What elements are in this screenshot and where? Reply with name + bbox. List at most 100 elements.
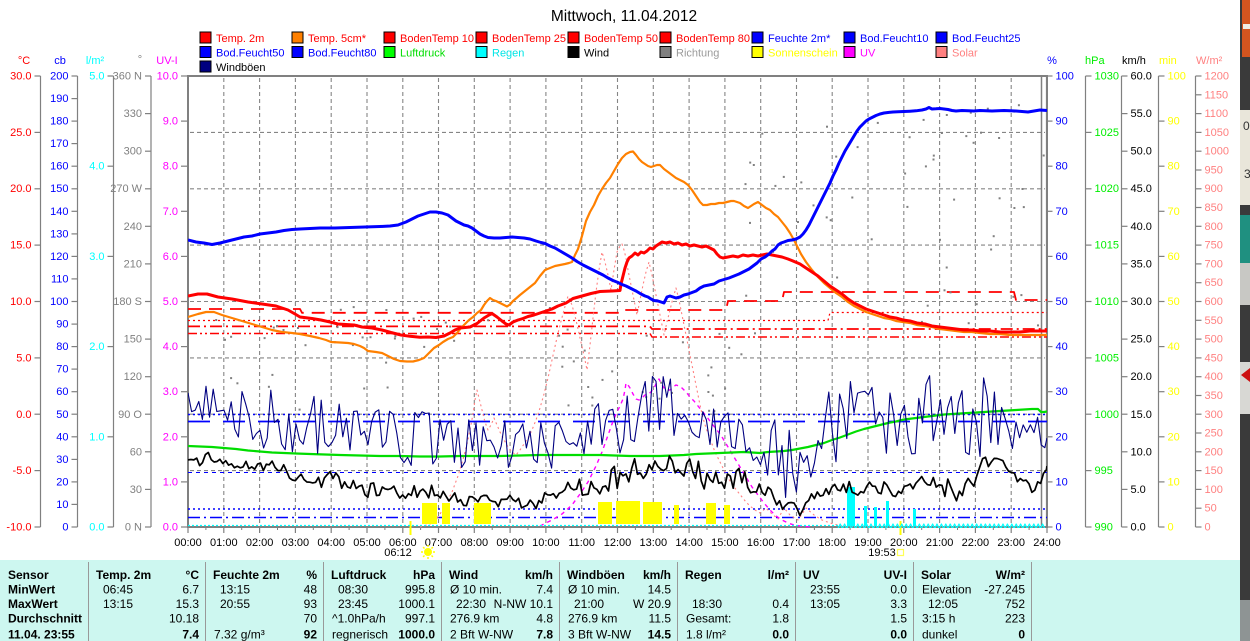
- svg-text:06:45: 06:45: [103, 583, 133, 597]
- svg-text:Regen: Regen: [492, 48, 524, 60]
- svg-text:l/m²: l/m²: [86, 55, 105, 67]
- svg-text:Durchschnitt: Durchschnitt: [8, 612, 82, 626]
- svg-text:60.0: 60.0: [1131, 71, 1152, 83]
- svg-text:Wind: Wind: [449, 568, 478, 582]
- svg-text:995: 995: [1095, 465, 1113, 477]
- svg-text:300: 300: [124, 146, 142, 158]
- svg-text:150: 150: [1205, 465, 1223, 477]
- svg-text:Windböen: Windböen: [216, 62, 266, 74]
- svg-text:10: 10: [56, 499, 68, 511]
- svg-text:23:00: 23:00: [997, 537, 1025, 549]
- svg-text:W/m²: W/m²: [996, 568, 1025, 582]
- svg-text:1000: 1000: [1205, 146, 1229, 158]
- svg-text:5.0: 5.0: [16, 352, 31, 364]
- svg-text:50: 50: [1205, 503, 1217, 515]
- svg-text:0: 0: [1056, 522, 1062, 534]
- svg-text:30: 30: [1168, 386, 1180, 398]
- svg-text:11.04. 23:55: 11.04. 23:55: [8, 628, 75, 641]
- svg-text:50.0: 50.0: [1131, 146, 1152, 158]
- svg-text:240: 240: [124, 221, 142, 233]
- svg-text:3.0: 3.0: [163, 386, 178, 398]
- svg-text:5.0: 5.0: [163, 296, 178, 308]
- svg-text:200: 200: [50, 71, 68, 83]
- svg-text:752: 752: [1005, 597, 1025, 611]
- svg-text:11:00: 11:00: [568, 537, 595, 549]
- svg-text:°C: °C: [186, 568, 200, 582]
- svg-text:BodenTemp 50: BodenTemp 50: [584, 33, 658, 45]
- svg-text:13:15: 13:15: [103, 597, 133, 611]
- svg-text:Solar: Solar: [952, 48, 978, 60]
- svg-text:W 20.9: W 20.9: [633, 597, 671, 611]
- svg-text:90: 90: [56, 319, 68, 331]
- svg-text:20:00: 20:00: [890, 537, 918, 549]
- svg-text:0: 0: [1243, 119, 1250, 133]
- svg-text:2.0: 2.0: [89, 341, 104, 353]
- svg-text:80: 80: [1056, 161, 1068, 173]
- svg-text:250: 250: [1205, 428, 1223, 440]
- svg-text:10.0: 10.0: [1131, 446, 1152, 458]
- svg-text:40: 40: [56, 431, 68, 443]
- svg-text:1025: 1025: [1095, 127, 1119, 139]
- svg-text:Temp. 2m: Temp. 2m: [96, 568, 151, 582]
- svg-text:13:05: 13:05: [810, 597, 840, 611]
- svg-text:18:30: 18:30: [692, 597, 722, 611]
- svg-text:600: 600: [1205, 296, 1223, 308]
- svg-text:Sensor: Sensor: [8, 568, 49, 582]
- svg-text:UV-I: UV-I: [156, 55, 177, 67]
- svg-text:170: 170: [50, 138, 68, 150]
- svg-text:100: 100: [1205, 484, 1223, 496]
- svg-text:min: min: [1159, 55, 1177, 67]
- svg-text:10:00: 10:00: [532, 537, 560, 549]
- svg-text:19:00: 19:00: [854, 537, 882, 549]
- svg-text:190: 190: [50, 93, 68, 105]
- svg-text:Luftdruck: Luftdruck: [400, 48, 446, 60]
- svg-text:35.0: 35.0: [1131, 258, 1152, 270]
- svg-text:15:00: 15:00: [711, 537, 739, 549]
- svg-text:70: 70: [56, 364, 68, 376]
- svg-text:1100: 1100: [1205, 108, 1229, 120]
- svg-text:18:00: 18:00: [818, 537, 846, 549]
- svg-text:03:00: 03:00: [282, 537, 310, 549]
- svg-text:4.0: 4.0: [89, 161, 104, 173]
- svg-text:06:00: 06:00: [389, 537, 417, 549]
- svg-text:Ø 10 min.: Ø 10 min.: [450, 583, 502, 597]
- svg-text:950: 950: [1205, 165, 1223, 177]
- svg-text:Regen: Regen: [685, 568, 722, 582]
- svg-text:14.5: 14.5: [648, 628, 672, 641]
- svg-text:MaxWert: MaxWert: [8, 597, 58, 611]
- svg-text:Windböen: Windböen: [567, 568, 625, 582]
- svg-text:BodenTemp 25: BodenTemp 25: [492, 33, 566, 45]
- svg-text:Bod.Feucht25: Bod.Feucht25: [952, 33, 1021, 45]
- svg-text:12:05: 12:05: [928, 597, 958, 611]
- svg-text:BodenTemp 80: BodenTemp 80: [676, 33, 750, 45]
- svg-text:7.32 g/m³: 7.32 g/m³: [214, 628, 265, 641]
- svg-text:360 N: 360 N: [113, 71, 142, 83]
- svg-text:23:45: 23:45: [338, 597, 368, 611]
- svg-text:850: 850: [1205, 202, 1223, 214]
- svg-text:30.0: 30.0: [1131, 296, 1152, 308]
- svg-text:997.1: 997.1: [405, 612, 435, 626]
- svg-text:1.0: 1.0: [163, 476, 178, 488]
- svg-text:1020: 1020: [1095, 183, 1119, 195]
- svg-text:1200: 1200: [1205, 71, 1229, 83]
- svg-text:55.0: 55.0: [1131, 108, 1152, 120]
- svg-text:750: 750: [1205, 240, 1223, 252]
- svg-text:50: 50: [1168, 296, 1180, 308]
- svg-text:5.0: 5.0: [89, 71, 104, 83]
- svg-text:05:00: 05:00: [353, 537, 381, 549]
- svg-text:13:15: 13:15: [220, 583, 250, 597]
- svg-text:Bod.Feucht10: Bod.Feucht10: [860, 33, 929, 45]
- svg-text:80: 80: [1168, 161, 1180, 173]
- svg-text:Elevation: Elevation: [922, 583, 971, 597]
- svg-text:150: 150: [50, 183, 68, 195]
- svg-text:15.0: 15.0: [10, 240, 31, 252]
- svg-text:Luftdruck: Luftdruck: [331, 568, 387, 582]
- svg-text:1.0: 1.0: [89, 431, 104, 443]
- svg-text:08:30: 08:30: [338, 583, 368, 597]
- svg-text:Temp. 5cm*: Temp. 5cm*: [308, 33, 367, 45]
- svg-text:0.0: 0.0: [1131, 522, 1146, 534]
- svg-text:276.9 km: 276.9 km: [450, 612, 499, 626]
- svg-text:500: 500: [1205, 334, 1223, 346]
- svg-text:70: 70: [1168, 206, 1180, 218]
- svg-text:1000: 1000: [1095, 409, 1119, 421]
